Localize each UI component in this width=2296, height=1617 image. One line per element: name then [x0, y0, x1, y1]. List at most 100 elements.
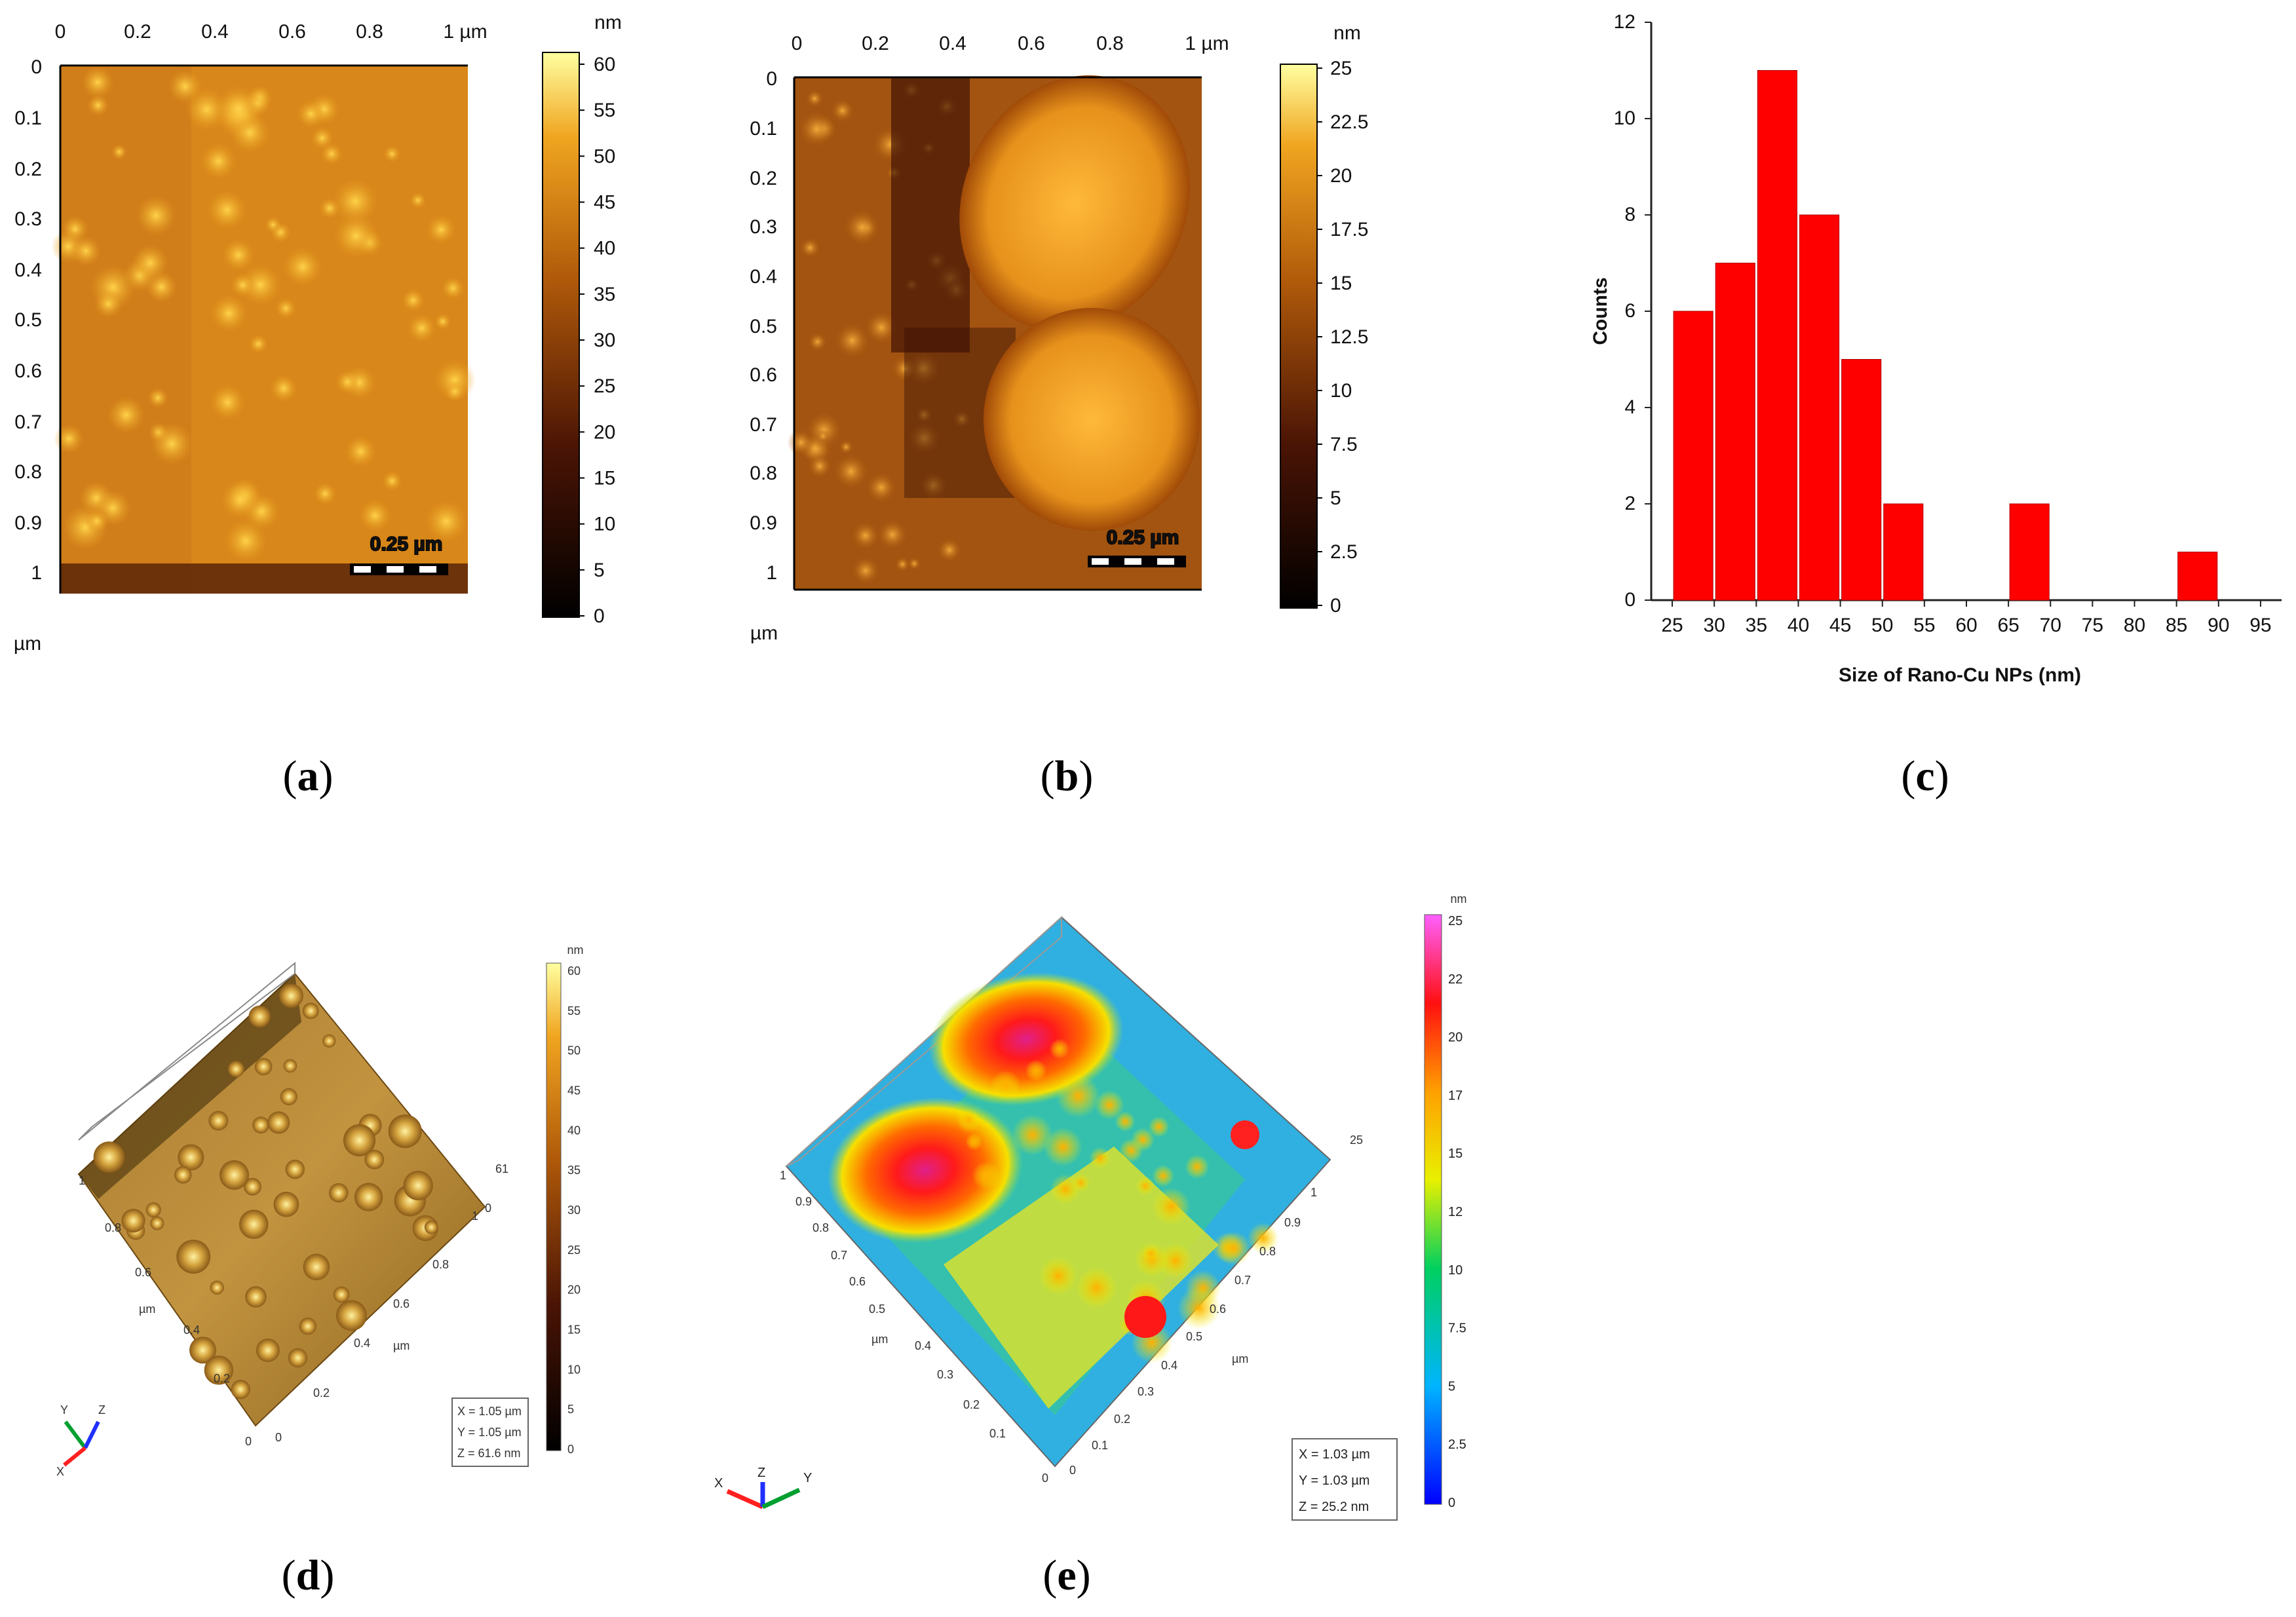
colorbar-tick: 10: [1330, 380, 1352, 402]
axis-unit: µm: [750, 622, 778, 644]
colorbar-tick: 22.5: [1330, 111, 1368, 133]
histogram-bar: [1841, 359, 1882, 601]
z-max-label: 61: [495, 1162, 508, 1175]
y-tick: 0.6: [14, 360, 42, 382]
axis-unit: µm: [393, 1339, 410, 1352]
panel-c: 25 30 35 40 45 50 55 60 65 70 75 80 85 90 95 0 2 4 6 8 10 12 S…: [1590, 11, 2282, 800]
afm-grain: [248, 334, 269, 354]
afm-grain: [1115, 1111, 1136, 1132]
afm-grain: [93, 1141, 125, 1173]
caption-a: (a): [283, 752, 334, 800]
afm-grain: [1152, 1164, 1174, 1187]
colorbar-tick: 40: [594, 238, 615, 259]
colorbar-tick: 0: [1448, 1496, 1455, 1510]
scale-bar-b: 0.25 µm: [1088, 526, 1186, 567]
afm-grain: [425, 500, 468, 543]
axis-tick: 1: [472, 1209, 478, 1223]
y-tick: 0.7: [14, 411, 42, 433]
axis-tick: 0.9: [795, 1195, 812, 1208]
scale-bar-a: 0.25 µm: [350, 533, 448, 575]
afm-grain: [215, 85, 262, 132]
afm-grain: [839, 440, 854, 455]
afm-grains-e: [956, 1038, 1279, 1363]
axis-tick: 0.6: [849, 1275, 866, 1288]
afm-grain: [965, 1133, 983, 1151]
colorbar-tick: 30: [594, 330, 615, 351]
afm-grain: [131, 244, 169, 282]
afm-grain: [1089, 1147, 1111, 1169]
x-tick: 0.8: [356, 21, 383, 43]
afm-grain: [248, 1005, 271, 1028]
afm-grain: [403, 1170, 433, 1201]
colorbar-tick: 20: [1448, 1031, 1463, 1045]
afm-grain: [244, 1177, 261, 1196]
afm-grain: [288, 1348, 308, 1368]
afm-grain: [94, 289, 123, 318]
x-tick: 0.4: [201, 21, 229, 43]
afm-grain: [54, 423, 84, 454]
afm-grain: [444, 381, 465, 402]
x-tick-label: 75: [2082, 615, 2103, 636]
x-tick-label: 35: [1746, 615, 1767, 636]
colorbar-tick: 5: [594, 560, 605, 581]
afm-grain: [383, 145, 401, 162]
info-line: Y = 1.03 µm: [1299, 1474, 1369, 1488]
afm-grain: [254, 1057, 273, 1076]
afm-grain: [208, 1111, 229, 1131]
colorbar-unit: nm: [1333, 22, 1361, 44]
axis-ticks-d: 1 0.8 0.6 0.4 0.2 0 µm 0 0.2 0.4 0.6 0.8…: [79, 1162, 508, 1448]
y-tick: 0.7: [750, 414, 777, 436]
x-axis-label: Size of Rano-Cu NPs (nm): [1839, 664, 2081, 686]
scale-bar-label: 0.25 µm: [370, 533, 443, 555]
afm-grain: [200, 143, 237, 180]
colorbar-tick: 17.5: [1330, 219, 1368, 240]
colorbar-tick: 35: [567, 1164, 581, 1177]
colorbar-e: nm 25 22 20 17 15 12 10 7.5 5 2.5 0: [1424, 892, 1467, 1510]
colorbar-tick: 50: [567, 1044, 581, 1057]
y-tick-label: 2: [1624, 493, 1636, 514]
afm-grain: [843, 208, 881, 246]
afm-grain: [231, 273, 255, 297]
axis-tick: 1: [780, 1169, 786, 1182]
colorbar-tick: 25: [1330, 58, 1352, 79]
afm-grain: [206, 189, 248, 231]
afm-grain: [278, 983, 303, 1008]
afm-grain: [269, 374, 298, 403]
afm-grain: [864, 311, 898, 345]
axis-label: X: [56, 1465, 64, 1478]
colorbar-tick: 15: [1448, 1147, 1463, 1161]
colorbar-tick: 5: [567, 1403, 574, 1416]
afm-grain: [145, 1202, 161, 1218]
colorbar-b: nm 25 22.5 20 17.5 15 12.5 10 7.5 5 2.5 0: [1280, 22, 1368, 617]
x-tick-label: 85: [2166, 615, 2187, 636]
axis-tick: 0.8: [813, 1221, 829, 1234]
colorbar-tick: 35: [594, 284, 615, 305]
histogram-bar: [2177, 552, 2218, 601]
info-line: X = 1.05 µm: [457, 1405, 522, 1418]
afm-grain: [174, 1166, 192, 1184]
colorbar-tick: 20: [567, 1284, 581, 1297]
afm-grain: [343, 1124, 376, 1156]
y-tick: 0.3: [750, 216, 777, 238]
x-tick-label: 70: [2040, 615, 2061, 636]
afm-grain: [1142, 1245, 1160, 1263]
y-tick: 0: [766, 68, 777, 90]
colorbar-tick: 10: [594, 514, 615, 535]
afm-grain: [107, 396, 145, 434]
afm-grain: [799, 237, 821, 259]
afm-grains-b: [787, 80, 972, 585]
axis-tick: 0.7: [831, 1249, 847, 1262]
afm-grain: [209, 384, 246, 421]
axis-tick: 1: [1311, 1186, 1317, 1199]
info-line: Z = 25.2 nm: [1299, 1500, 1369, 1514]
axis-tick: 0.1: [989, 1427, 1006, 1440]
afm-grain: [851, 521, 880, 550]
afm-grain: [320, 142, 343, 165]
afm-grain: [434, 359, 476, 401]
afm-grain: [168, 69, 202, 104]
x-tick: 0.6: [278, 21, 306, 43]
afm-grain: [204, 1356, 234, 1385]
afm-grain: [891, 355, 918, 382]
x-tick-label: 50: [1871, 615, 1893, 636]
